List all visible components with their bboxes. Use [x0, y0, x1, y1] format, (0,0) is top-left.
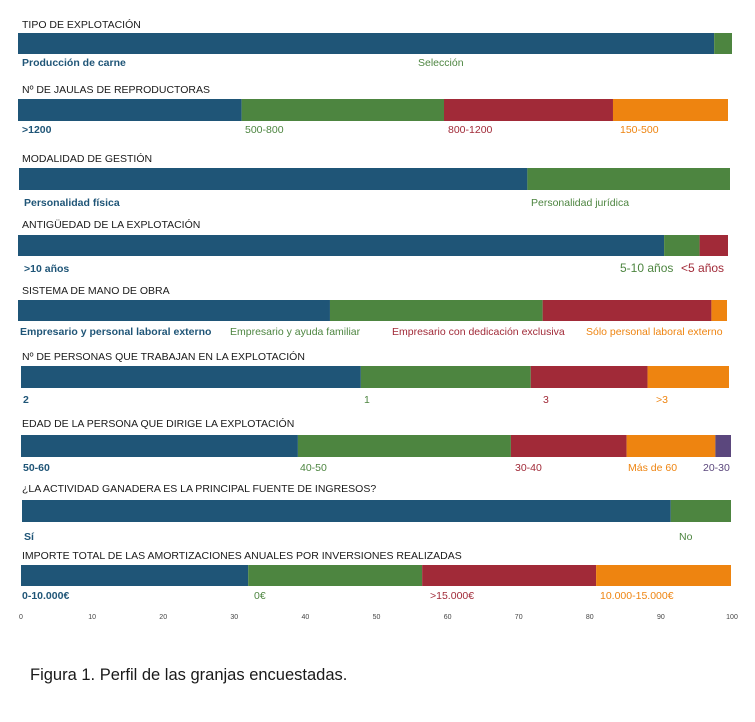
segment-label: 0-10.000€: [22, 590, 69, 602]
bar-segment: [510, 435, 627, 457]
segment-label: 30-40: [515, 462, 542, 474]
bar-segment: [715, 435, 731, 457]
bar-segment: [21, 565, 249, 586]
bar-segment: [596, 565, 731, 586]
panel-title: TIPO DE EXPLOTACIÓN: [22, 18, 141, 31]
panel-title: ¿LA ACTIVIDAD GANADERA ES LA PRINCIPAL F…: [22, 483, 376, 495]
segment-label: Personalidad física: [24, 197, 120, 209]
bar-segment: [21, 435, 298, 457]
panel-title: ANTIGÜEDAD DE LA EXPLOTACIÓN: [22, 218, 200, 231]
segment-label: 1: [364, 394, 370, 406]
bar-segment: [714, 33, 732, 54]
x-tick-label: 10: [88, 614, 96, 621]
segment-label: >3: [656, 394, 668, 406]
panel-title: Nº DE JAULAS DE REPRODUCTORAS: [22, 84, 210, 96]
segment-label: Personalidad jurídica: [531, 197, 629, 209]
bar-segment: [670, 500, 731, 522]
figure-caption: Figura 1. Perfil de las granjas encuesta…: [30, 666, 348, 684]
segment-label: Sí: [24, 531, 35, 543]
segment-label: Empresario con dedicación exclusiva: [392, 326, 565, 338]
segment-label: 150-500: [620, 124, 659, 136]
x-tick-label: 60: [444, 614, 452, 621]
bar-segment: [664, 235, 700, 256]
segment-label: 40-50: [300, 462, 327, 474]
panel-title: Nº DE PERSONAS QUE TRABAJAN EN LA EXPLOT…: [22, 350, 305, 363]
x-tick-label: 70: [515, 614, 523, 621]
bar-segment: [530, 366, 648, 388]
segment-label: 800-1200: [448, 124, 493, 136]
segment-label: Empresario y ayuda familiar: [230, 326, 361, 338]
segment-label: Sólo personal laboral externo: [586, 326, 723, 338]
panel-title: EDAD DE LA PERSONA QUE DIRIGE LA EXPLOTA…: [22, 417, 294, 430]
segment-label: Empresario y personal laboral externo: [20, 326, 211, 338]
panel-title: SISTEMA DE MANO DE OBRA: [22, 285, 170, 297]
segment-label: 3: [543, 394, 549, 406]
panel-title: MODALIDAD DE GESTIÓN: [22, 152, 152, 165]
segment-label: <5 años: [681, 261, 724, 275]
bar-segment: [699, 235, 728, 256]
bar-segment: [444, 99, 613, 121]
bar-segment: [612, 99, 728, 121]
bar-segment: [422, 565, 597, 586]
segment-label: >10 años: [24, 263, 69, 275]
bar-segment: [248, 565, 423, 586]
bar-segment: [18, 99, 242, 121]
bar-segment: [711, 300, 727, 321]
bar-segment: [360, 366, 531, 388]
bar-segment: [329, 300, 543, 321]
segment-label: 500-800: [245, 124, 284, 136]
x-tick-label: 90: [657, 614, 665, 621]
x-tick-label: 50: [373, 614, 381, 621]
x-tick-label: 20: [159, 614, 167, 621]
x-tick-label: 100: [726, 614, 738, 621]
segment-label: 10.000-15.000€: [600, 590, 674, 602]
segment-label: 0€: [254, 590, 266, 602]
segment-label: 50-60: [23, 462, 50, 474]
segment-label: Selección: [418, 57, 464, 69]
x-tick-label: 40: [302, 614, 310, 621]
bar-segment: [527, 168, 730, 190]
segment-label: 20-30: [703, 462, 730, 474]
bar-segment: [21, 366, 361, 388]
segment-label: 5-10 años: [620, 261, 673, 275]
segment-label: Producción de carne: [22, 57, 126, 69]
x-tick-label: 30: [230, 614, 238, 621]
segment-label: 2: [23, 394, 29, 406]
figure-chart: TIPO DE EXPLOTACIÓN Producción de carne Se…: [18, 18, 738, 621]
segment-label: Más de 60: [628, 462, 677, 474]
bar-segment: [647, 366, 729, 388]
bar-segment: [19, 168, 528, 190]
bar-segment: [297, 435, 511, 457]
panel-title: IMPORTE TOTAL DE LAS AMORTIZACIONES ANUA…: [22, 550, 462, 562]
bar-segment: [22, 500, 671, 522]
bar-segment: [626, 435, 716, 457]
segment-label: >1200: [22, 124, 52, 136]
segment-label: No: [679, 531, 693, 543]
bar-segment: [18, 33, 715, 54]
segment-label: >15.000€: [430, 590, 474, 602]
x-tick-label: 0: [19, 614, 23, 621]
bar-segment: [18, 235, 665, 256]
bar-segment: [241, 99, 444, 121]
bar-segment: [18, 300, 330, 321]
bar-segment: [542, 300, 712, 321]
x-tick-label: 80: [586, 614, 594, 621]
